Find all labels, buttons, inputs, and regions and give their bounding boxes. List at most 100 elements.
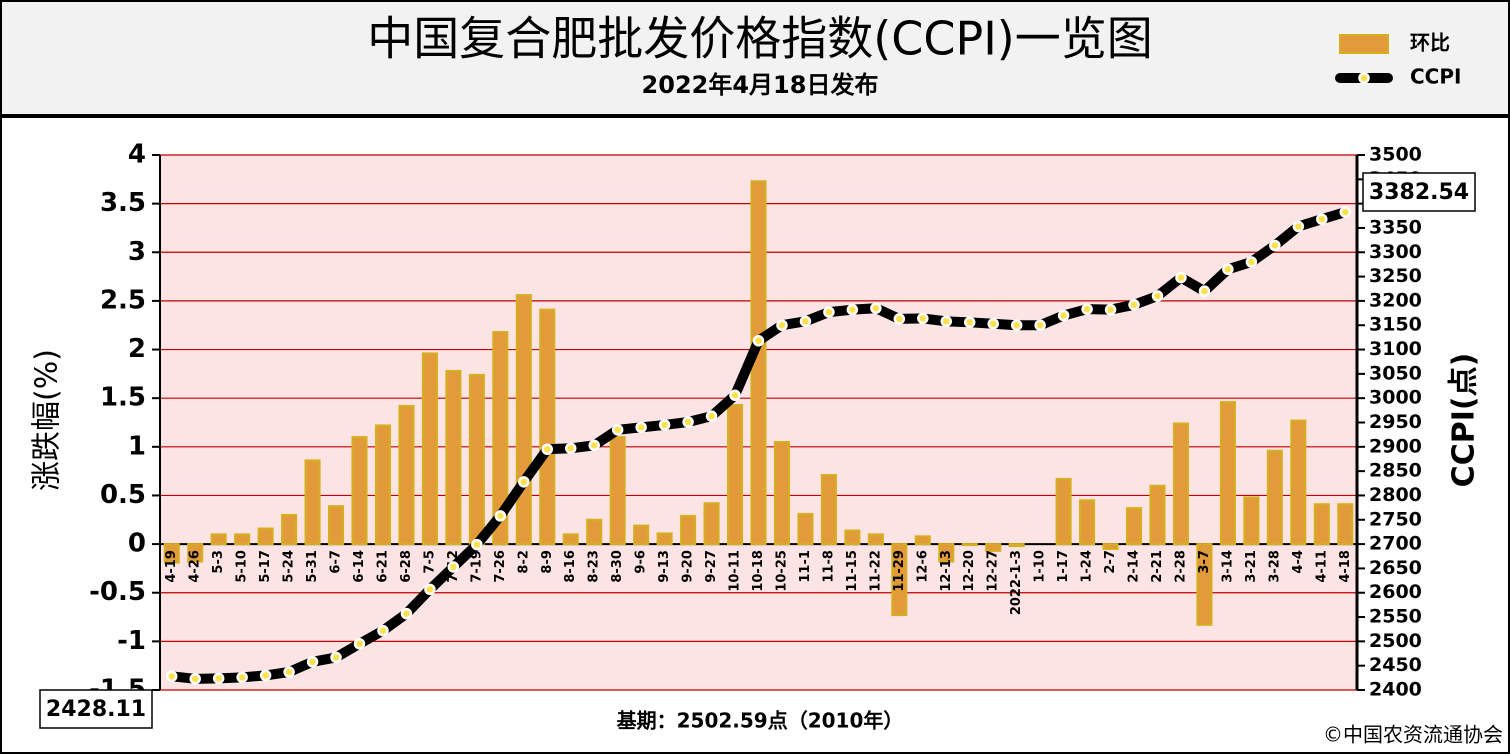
x-tick-label: 3-21 — [1244, 550, 1259, 583]
ccpi-point — [917, 312, 929, 325]
value-label-box — [1362, 172, 1476, 212]
bar — [421, 352, 438, 546]
ccpi-point — [306, 656, 319, 668]
ccpi-point — [799, 315, 812, 328]
ccpi-point — [1245, 256, 1258, 268]
ccpi-point — [447, 561, 460, 573]
ccpi-point — [1057, 309, 1070, 322]
ccpi-point — [1175, 271, 1187, 284]
x-tick-label: 12-27 — [986, 550, 1001, 592]
ccpi-point — [259, 669, 272, 682]
bar — [539, 308, 556, 546]
ccpi-point — [564, 442, 577, 455]
y-tick-label: 2.5 — [100, 285, 146, 315]
ccpi-point — [1339, 206, 1352, 218]
ccpi-point — [963, 316, 976, 329]
x-tick-label: 6-28 — [399, 550, 414, 583]
x-tick-label: 2-7 — [1103, 550, 1118, 574]
x-tick-label: 5-3 — [211, 550, 226, 574]
bar — [1266, 449, 1283, 546]
y2-tick-label: 2500 — [1369, 630, 1422, 652]
bar — [961, 543, 978, 547]
bar — [703, 502, 720, 546]
x-tick-label: 1-17 — [1056, 550, 1071, 583]
y2-tick-label: 3350 — [1369, 216, 1422, 238]
ccpi-point — [353, 638, 366, 650]
x-tick-label: 9-20 — [681, 550, 696, 583]
x-tick-label: 6-14 — [352, 550, 367, 583]
ccpi-point — [212, 672, 225, 685]
legend-swatch — [1339, 34, 1389, 54]
y-tick-label: -1 — [117, 626, 146, 656]
ccpi-point — [189, 673, 201, 685]
bar — [398, 404, 415, 546]
bar — [445, 369, 462, 546]
x-tick-label: 7-5 — [422, 550, 437, 574]
ccpi-point — [729, 389, 741, 402]
ccpi-point — [377, 624, 389, 637]
bar — [891, 543, 908, 617]
x-tick-label: 11-15 — [845, 550, 860, 592]
ccpi-point — [1316, 213, 1328, 225]
x-tick-label: 12-6 — [915, 550, 930, 583]
ccpi-point — [682, 416, 694, 428]
legend-label: 环比 — [1410, 31, 1450, 55]
x-tick-label: 5-17 — [258, 550, 273, 583]
x-tick-label: 1-10 — [1033, 550, 1048, 583]
value-label: 2428.11 — [46, 697, 146, 722]
bar — [1313, 503, 1330, 546]
y2-tick-label: 2600 — [1369, 581, 1422, 603]
x-tick-label: 4-19 — [164, 550, 179, 583]
bar — [1219, 401, 1236, 546]
y2-tick-label: 2950 — [1369, 411, 1422, 433]
bar — [726, 403, 744, 546]
y-axis-label: 涨跌幅(%) — [30, 349, 65, 491]
x-tick-label: 9-13 — [657, 550, 672, 583]
bar — [304, 459, 321, 546]
y2-tick-label: 2550 — [1369, 606, 1422, 628]
y-tick-label: 1 — [128, 431, 146, 461]
chart-title: 中国复合肥批发价格指数(CCPI)一览图 — [367, 12, 1152, 66]
x-tick-label: 12-20 — [962, 550, 977, 592]
x-tick-label: 8-16 — [563, 550, 578, 583]
x-tick-label: 3-28 — [1267, 550, 1282, 583]
ccpi-point — [658, 419, 671, 431]
footnote: 基期：2502.59点（2010年） — [617, 709, 904, 733]
ccpi-point — [611, 424, 624, 436]
y2-tick-label: 2700 — [1369, 533, 1422, 555]
bar — [1196, 543, 1213, 626]
y2-tick-label: 2400 — [1369, 679, 1422, 701]
bar — [1008, 543, 1025, 548]
bar — [374, 424, 392, 546]
x-tick-label: 2022-1-3 — [1009, 550, 1024, 615]
bar — [1079, 499, 1096, 546]
bar — [492, 331, 509, 546]
bar — [1102, 543, 1119, 550]
ccpi-point — [1034, 319, 1046, 331]
ccpi-point — [588, 439, 600, 452]
ccpi-point — [1269, 239, 1281, 252]
y-tick-label: 0 — [128, 529, 146, 559]
bar — [234, 533, 251, 546]
bar — [1149, 484, 1166, 546]
value-label-box — [39, 689, 153, 729]
y2-tick-label: 2900 — [1369, 435, 1422, 457]
bar — [797, 512, 814, 546]
bar — [468, 373, 485, 546]
bar — [820, 474, 837, 546]
y-tick-label: 0.5 — [100, 480, 146, 510]
ccpi-point — [1151, 290, 1164, 302]
ccpi-point — [330, 651, 342, 664]
ccpi-point — [165, 670, 178, 683]
ccpi-point — [283, 666, 295, 678]
y-tick-label: 4 — [128, 140, 146, 170]
x-tick-label: 5-31 — [305, 550, 320, 583]
ccpi-point — [635, 421, 647, 434]
x-tick-label: 6-7 — [329, 550, 344, 574]
legend-label: CCPI — [1410, 65, 1461, 89]
bar — [938, 543, 955, 563]
bar — [515, 294, 532, 546]
y2-tick-label: 3500 — [1369, 144, 1422, 166]
ccpi-point — [424, 583, 436, 596]
